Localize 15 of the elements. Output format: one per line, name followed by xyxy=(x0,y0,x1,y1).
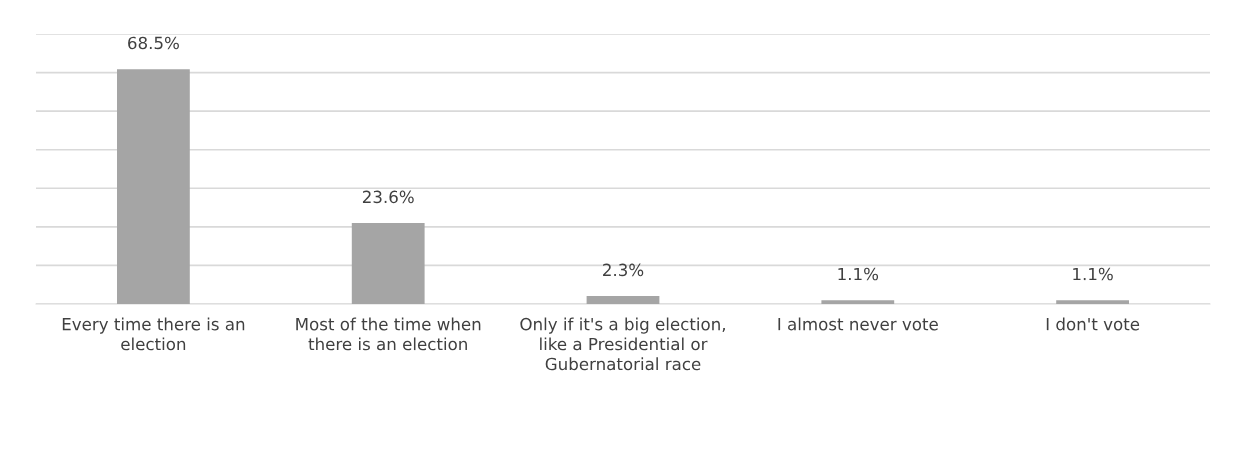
bar xyxy=(821,300,895,304)
data-label: 1.1% xyxy=(838,267,879,281)
x-tick-label: I don't vote xyxy=(1046,317,1140,331)
data-label: 1.1% xyxy=(1073,267,1113,281)
bar xyxy=(586,296,660,304)
bar xyxy=(117,69,190,304)
data-label: 23.6% xyxy=(362,190,414,204)
x-tick-label: Most of the time when there is an election xyxy=(296,317,481,351)
bar xyxy=(351,223,425,304)
data-label: 2.3% xyxy=(603,263,644,277)
bar xyxy=(1056,300,1129,304)
x-tick-label: I almost never vote xyxy=(778,317,938,331)
x-tick-label: Every time there is an election xyxy=(62,317,245,351)
x-tick-label: Only if it's a big election, like a Presidential or Gubernatorial race xyxy=(520,317,725,371)
data-label: 68.5% xyxy=(128,36,179,50)
